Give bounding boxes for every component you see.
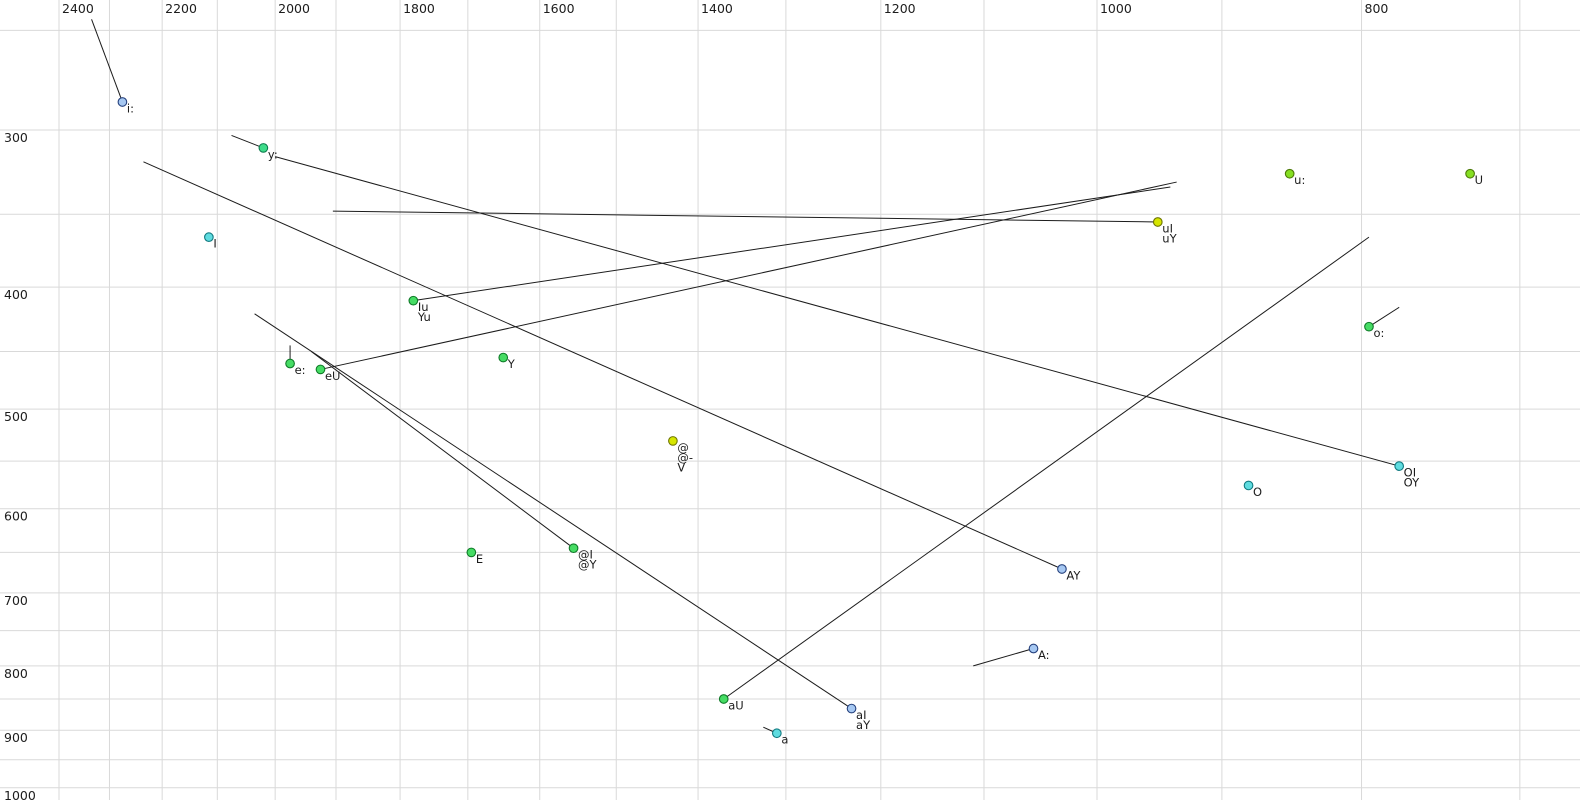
x-axis-tick-label: 1400	[701, 1, 733, 16]
x-axis-tick-label: 2200	[165, 1, 197, 16]
x-axis-tick-label: 1200	[884, 1, 916, 16]
vowel-dot-AY	[1057, 564, 1067, 574]
vowel-dot-eU	[315, 364, 326, 375]
axis-tick-layer: 2400 2200 2000 1800 1600 1400 1200 1000 800 300 40…	[4, 1, 1388, 800]
x-axis-tick-label: 1000	[1100, 1, 1132, 16]
trajectory-line-eU	[320, 181, 1177, 370]
vowel-label-I: I	[213, 237, 216, 251]
vowel-label-uY: uY	[1162, 231, 1177, 245]
trajectory-line-y:	[231, 134, 264, 149]
vowel-label-uI: uI	[1162, 221, 1173, 235]
vowel-label-Iu: Iu	[418, 300, 429, 314]
vowel-label-AY: AY	[1066, 568, 1081, 582]
vowel-label-@-: @-	[677, 450, 693, 464]
y-axis-tick-label: 900	[4, 730, 28, 745]
vowel-label-@Y: @Y	[578, 558, 598, 572]
vowel-dot-u:	[1284, 168, 1295, 179]
vowel-dot-o:	[1364, 321, 1374, 332]
trajectory-line-AY	[143, 161, 1063, 570]
vowel-label-A:: A:	[1038, 648, 1050, 662]
trajectory-line-aI	[254, 313, 852, 709]
vowel-dot-aI	[846, 703, 857, 714]
vowel-label-E: E	[476, 552, 483, 566]
trajectory-line-uI	[332, 210, 1158, 223]
x-axis-tick-label: 2000	[278, 1, 310, 16]
dot-layer	[117, 97, 1475, 739]
x-axis-tick-label: 2400	[62, 1, 94, 16]
vowel-label-O: O	[1253, 485, 1262, 499]
vowel-dot-I	[204, 232, 214, 242]
trajectory-line-OI	[275, 156, 1400, 467]
vowel-label-i:: i:	[127, 101, 134, 115]
vowel-label-y:: y:	[268, 147, 278, 161]
y-axis-tick-label: 300	[4, 130, 28, 145]
vowel-dot-a	[771, 728, 782, 739]
vowel-label-aI: aI	[856, 708, 866, 722]
trajectory-line-A:	[973, 648, 1034, 667]
trajectory-line-i:	[91, 19, 123, 103]
vowel-dot-@	[668, 436, 678, 446]
vowel-dot-aU	[718, 694, 729, 704]
vowel-dot-U	[1465, 168, 1475, 179]
vowel-dot-O	[1243, 480, 1254, 491]
vowel-label-V: V	[677, 460, 685, 474]
vowel-dot-y:	[258, 143, 269, 153]
trajectory-line-aU	[723, 236, 1370, 700]
vowel-dot-A:	[1028, 643, 1039, 654]
y-axis-tick-label: 800	[4, 666, 28, 681]
trajectory-line-o:	[1368, 306, 1400, 328]
vowel-label-OY: OY	[1404, 476, 1420, 490]
vowel-dot-uI	[1152, 217, 1163, 227]
vowel-dot-Iu	[408, 295, 419, 306]
vowel-label-e:: e:	[295, 363, 306, 377]
trajectory-layer	[91, 19, 1400, 734]
vowel-label-o:: o:	[1373, 326, 1384, 340]
vowel-dot-OI	[1394, 461, 1405, 471]
y-axis-tick-label: 600	[4, 509, 28, 524]
vowel-label-Yu: Yu	[417, 310, 431, 324]
vowel-label-@I: @I	[578, 548, 593, 562]
y-axis-tick-label: 500	[4, 409, 28, 424]
vowel-dot-E	[466, 547, 477, 558]
vowel-label-a: a	[781, 733, 788, 747]
vowel-label-eU: eU	[325, 369, 341, 383]
vowel-label-@: @	[677, 440, 689, 454]
vowel-label-aY: aY	[856, 718, 871, 732]
y-axis-tick-label: 1000	[4, 788, 36, 800]
vowel-dot-@I	[568, 543, 579, 554]
trajectory-line-@I	[310, 351, 574, 549]
x-axis-tick-label: 1600	[543, 1, 575, 16]
y-axis-tick-label: 400	[4, 287, 28, 302]
trajectory-line-Iu	[413, 186, 1171, 302]
vowel-dot-Y	[498, 352, 509, 363]
vowel-dot-i:	[117, 97, 128, 107]
vowel-label-aU: aU	[728, 698, 743, 712]
vowel-label-Y: Y	[507, 357, 516, 371]
vowel-label-U: U	[1475, 173, 1483, 187]
vowel-label-u:: u:	[1294, 173, 1305, 187]
y-axis-tick-label: 700	[4, 593, 28, 608]
vowel-dot-e:	[285, 358, 295, 369]
vowel-label-OI: OI	[1404, 466, 1416, 480]
x-axis-tick-label: 1800	[403, 1, 435, 16]
x-axis-tick-label: 800	[1365, 1, 1389, 16]
